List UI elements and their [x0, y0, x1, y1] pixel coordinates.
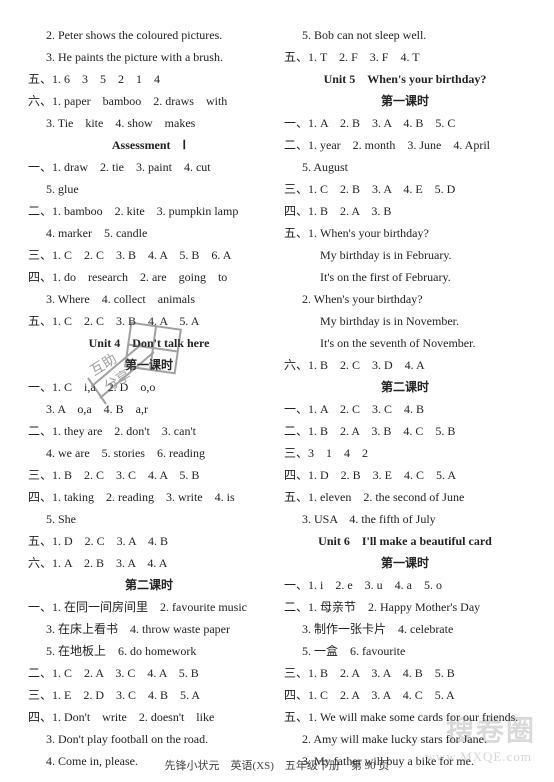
text-line: 一、1. A 2. B 3. A 4. B 5. C — [284, 112, 526, 134]
text-line: 三、1. E 2. D 3. C 4. B 5. A — [28, 684, 270, 706]
text-line: 五、1. eleven 2. the second of June — [284, 486, 526, 508]
text-line: 5. 在地板上 6. do homework — [28, 640, 270, 662]
text-line: 三、1. B 2. A 3. A 4. B 5. B — [284, 662, 526, 684]
text-line: 四、1. do research 2. are going to — [28, 266, 270, 288]
text-line: 3. He paints the picture with a brush. — [28, 46, 270, 68]
text-line: It's on the first of February. — [284, 266, 526, 288]
text-line: 六、1. B 2. C 3. D 4. A — [284, 354, 526, 376]
text-line: 三、3 1 4 2 — [284, 442, 526, 464]
text-line: Unit 6 I'll make a beautiful card — [284, 530, 526, 552]
page-footer: 先锋小状元 英语(XS) 五年级下册 第 90 页 — [0, 757, 554, 773]
text-line: 二、1. 母亲节 2. Happy Mother's Day — [284, 596, 526, 618]
text-line: 3. Tie kite 4. show makes — [28, 112, 270, 134]
text-line: 五、1. T 2. F 3. F 4. T — [284, 46, 526, 68]
text-line: 二、1. bamboo 2. kite 3. pumpkin lamp — [28, 200, 270, 222]
text-line: 5. August — [284, 156, 526, 178]
text-line: 一、1. C i,a 2. D o,o — [28, 376, 270, 398]
text-line: 一、1. A 2. C 3. C 4. B — [284, 398, 526, 420]
text-line: 一、1. 在同一间房间里 2. favourite music — [28, 596, 270, 618]
text-line: 第一课时 — [28, 354, 270, 376]
text-line: 四、1. C 2. A 3. A 4. C 5. A — [284, 684, 526, 706]
text-line: 五、1. We will make some cards for our fri… — [284, 706, 526, 728]
text-line: 一、1. draw 2. tie 3. paint 4. cut — [28, 156, 270, 178]
text-line: 五、1. D 2. C 3. A 4. B — [28, 530, 270, 552]
text-line: 3. 在床上看书 4. throw waste paper — [28, 618, 270, 640]
text-line: 2. Amy will make lucky stars for Jane. — [284, 728, 526, 750]
text-line: 第二课时 — [284, 376, 526, 398]
text-line: 2. When's your birthday? — [284, 288, 526, 310]
text-line: 4. marker 5. candle — [28, 222, 270, 244]
text-line: 六、1. A 2. B 3. A 4. A — [28, 552, 270, 574]
text-line: 三、1. C 2. B 3. A 4. E 5. D — [284, 178, 526, 200]
text-line: 第一课时 — [284, 90, 526, 112]
text-line: 四、1. Don't write 2. doesn't like — [28, 706, 270, 728]
text-line: 5. Bob can not sleep well. — [284, 24, 526, 46]
text-line: Assessment Ⅰ — [28, 134, 270, 156]
text-line: 3. 制作一张卡片 4. celebrate — [284, 618, 526, 640]
text-line: 六、1. paper bamboo 2. draws with — [28, 90, 270, 112]
text-line: 2. Peter shows the coloured pictures. — [28, 24, 270, 46]
text-line: 第二课时 — [28, 574, 270, 596]
text-line: 3. Don't play football on the road. — [28, 728, 270, 750]
text-line: 五、1. 6 3 5 2 1 4 — [28, 68, 270, 90]
text-line: 二、1. B 2. A 3. B 4. C 5. B — [284, 420, 526, 442]
text-line: My birthday is in February. — [284, 244, 526, 266]
text-line: 二、1. C 2. A 3. C 4. A 5. B — [28, 662, 270, 684]
text-line: 五、1. When's your birthday? — [284, 222, 526, 244]
text-line: 四、1. B 2. A 3. B — [284, 200, 526, 222]
text-line: Unit 5 When's your birthday? — [284, 68, 526, 90]
text-line: 四、1. taking 2. reading 3. write 4. is — [28, 486, 270, 508]
text-line: 4. we are 5. stories 6. reading — [28, 442, 270, 464]
text-line: 五、1. C 2. C 3. B 4. A 5. A — [28, 310, 270, 332]
page-two-columns: 2. Peter shows the coloured pictures.3. … — [0, 0, 554, 782]
text-line: 5. glue — [28, 178, 270, 200]
text-line: 三、1. C 2. C 3. B 4. A 5. B 6. A — [28, 244, 270, 266]
right-column: 5. Bob can not sleep well.五、1. T 2. F 3.… — [284, 24, 526, 772]
text-line: 三、1. B 2. C 3. C 4. A 5. B — [28, 464, 270, 486]
text-line: 第一课时 — [284, 552, 526, 574]
text-line: Unit 4 Don't talk here — [28, 332, 270, 354]
text-line: 5. 一盒 6. favourite — [284, 640, 526, 662]
text-line: 一、1. i 2. e 3. u 4. a 5. o — [284, 574, 526, 596]
left-column: 2. Peter shows the coloured pictures.3. … — [28, 24, 270, 772]
text-line: 3. Where 4. collect animals — [28, 288, 270, 310]
text-line: 3. USA 4. the fifth of July — [284, 508, 526, 530]
text-line: My birthday is in November. — [284, 310, 526, 332]
text-line: 二、1. year 2. month 3. June 4. April — [284, 134, 526, 156]
text-line: 二、1. they are 2. don't 3. can't — [28, 420, 270, 442]
text-line: 5. She — [28, 508, 270, 530]
text-line: 3. A o,a 4. B a,r — [28, 398, 270, 420]
text-line: 四、1. D 2. B 3. E 4. C 5. A — [284, 464, 526, 486]
text-line: It's on the seventh of November. — [284, 332, 526, 354]
